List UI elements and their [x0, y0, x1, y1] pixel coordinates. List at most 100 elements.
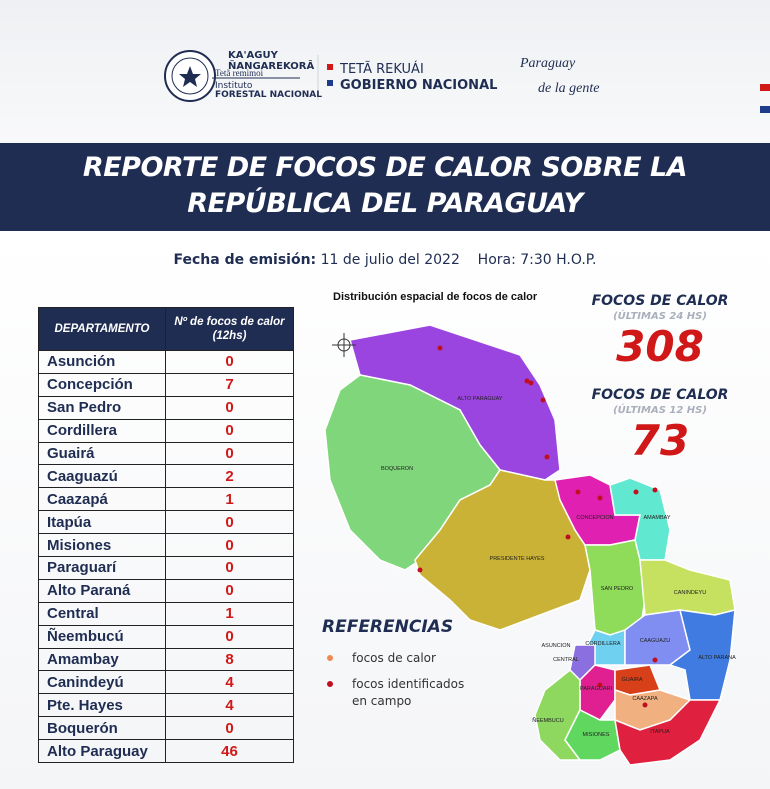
table-row: Guairá 0	[38, 441, 294, 466]
region	[584, 539, 646, 636]
table-row: Misiones 0	[38, 533, 294, 558]
table-row: San Pedro 0	[38, 395, 294, 420]
table-row: Itapúa 0	[38, 510, 294, 535]
region-label: ASUNCION	[541, 643, 570, 649]
table-row: Paraguarí 0	[38, 556, 294, 580]
count-cell: 0	[165, 578, 294, 603]
fire-dot	[597, 495, 603, 501]
department-cell: Caaguazú	[38, 464, 166, 489]
department-cell: Concepción	[38, 372, 166, 397]
title-banner	[0, 143, 770, 231]
legend-dot	[327, 681, 333, 687]
department-cell: Itapúa	[38, 510, 166, 535]
table-row: Alto Paraná 0	[38, 578, 294, 603]
fire-dot	[417, 567, 423, 573]
region-label: ÑEEMBUCU	[532, 717, 564, 724]
fire-dot	[565, 534, 571, 540]
region-label: CORDILLERA	[585, 641, 620, 647]
legend-dot	[327, 655, 333, 661]
legend-title: REFERENCIAS	[322, 617, 453, 637]
org-subtitle: Instituto	[215, 81, 253, 91]
region	[639, 559, 736, 616]
table-row: Pte. Hayes 4	[38, 693, 294, 718]
region-label: AMAMBAY	[643, 515, 670, 521]
org-name: ÑANGAREKORÃ	[228, 59, 314, 72]
emission-date: 11 de julio del 2022	[320, 252, 460, 268]
department-cell: Paraguarí	[38, 556, 166, 580]
count-cell: 0	[165, 441, 294, 466]
table-row: Ñeembucú 0	[38, 624, 294, 649]
table-row: Asunción 0	[38, 350, 294, 374]
corner-red	[760, 84, 770, 91]
fire-dot	[652, 657, 658, 663]
org-subtitle: FORESTAL NACIONAL	[215, 90, 322, 100]
count-cell: 0	[165, 556, 294, 580]
emblem-ring	[171, 57, 209, 95]
department-cell: Boquerón	[38, 716, 166, 741]
department-cell: Alto Paraguay	[38, 739, 166, 764]
count-cell: 7	[165, 372, 294, 397]
slogan: Paraguay	[519, 56, 576, 71]
department-cell: Misiones	[38, 533, 166, 558]
table-header: DEPARTAMENTO Nº de focos de calor (12hs)	[38, 307, 294, 351]
count-cell: 1	[165, 601, 294, 626]
region-label: ITAPUA	[650, 729, 670, 735]
count-cell: 2	[165, 464, 294, 489]
fire-dot	[597, 682, 603, 688]
total-period: (ÚLTIMAS 24 HS)	[613, 311, 707, 322]
count-cell: 8	[165, 647, 294, 672]
region	[614, 699, 722, 766]
slogan: de la gente	[538, 81, 599, 96]
department-cell: Alto Paraná	[38, 578, 166, 603]
region-label: CENTRAL	[553, 657, 579, 663]
map	[324, 324, 736, 766]
corner-blue	[760, 106, 770, 113]
department-cell: Guairá	[38, 441, 166, 466]
emission-label: Fecha de emisión:	[173, 252, 317, 268]
table-row: Caaguazú 2	[38, 464, 294, 489]
fire-dot	[540, 397, 546, 403]
total-period: (ÚLTIMAS 12 HS)	[613, 405, 707, 416]
department-cell: Asunción	[38, 350, 166, 374]
region-label: SAN PEDRO	[601, 586, 634, 592]
compass	[332, 333, 356, 357]
department-cell: Canindeyú	[38, 670, 166, 695]
region-label: CONCEPCION	[576, 515, 613, 521]
flag-blue	[327, 80, 333, 86]
department-cell: Ñeembucú	[38, 624, 166, 649]
region-label: GUAIRA	[621, 677, 642, 683]
emblem-star	[179, 66, 201, 87]
fire-dot	[544, 454, 550, 460]
org-subtitle: Tetã remimoi	[215, 68, 264, 78]
fire-dot	[642, 702, 648, 708]
header-cell: Nº de focos de calor (12hs)	[165, 307, 294, 351]
fire-dot	[524, 378, 530, 384]
fire-dot	[575, 489, 581, 495]
total-heading: FOCOS DE CALOR	[591, 293, 729, 309]
title: REPORTE DE FOCOS DE CALOR SOBRE LA	[82, 152, 688, 183]
fire-dot	[528, 380, 534, 386]
legend-item: focos de calor	[352, 651, 436, 665]
region-label: CAAZAPA	[632, 696, 658, 702]
region-label: PRESIDENTE HAYES	[490, 556, 545, 562]
department-cell: Pte. Hayes	[38, 693, 166, 718]
department-cell: Caazapá	[38, 487, 166, 512]
emission-time: Hora: 7:30 H.O.P.	[477, 252, 597, 268]
region-label: CANINDEYU	[674, 590, 706, 596]
flag-red	[327, 64, 333, 70]
table: DEPARTAMENTO Nº de focos de calor (12hs)…	[38, 307, 294, 764]
count-cell: 4	[165, 670, 294, 695]
count-cell: 0	[165, 350, 294, 374]
table-row: Amambay 8	[38, 647, 294, 672]
department-cell: Amambay	[38, 647, 166, 672]
region-label: CAAGUAZU	[640, 638, 671, 644]
region-label: ALTO PARAGUAY	[457, 396, 502, 402]
table-body: Asunción 0 Concepción 7 San Pedro 0 Cordillera…	[38, 350, 294, 764]
count-cell: 46	[165, 739, 294, 764]
table-row: Cordillera 0	[38, 418, 294, 443]
department-cell: Cordillera	[38, 418, 166, 443]
count-cell: 0	[165, 395, 294, 420]
region-label: MISIONES	[583, 732, 610, 738]
